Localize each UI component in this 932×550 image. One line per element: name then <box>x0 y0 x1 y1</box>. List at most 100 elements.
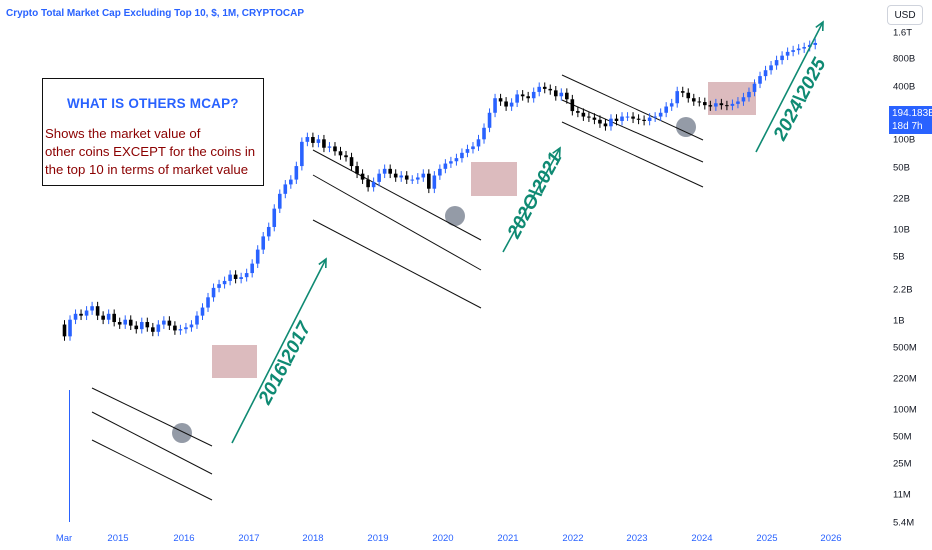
channel-2022-top <box>561 74 704 141</box>
candle-body <box>95 306 100 316</box>
breakout-circles <box>172 117 696 443</box>
candle <box>460 148 464 163</box>
candle <box>117 317 122 329</box>
candle-body <box>515 94 519 103</box>
candle-body <box>189 324 194 328</box>
candle-body <box>443 163 448 169</box>
y-tick-label: 10B <box>893 225 910 236</box>
candle-body <box>747 91 751 98</box>
candle-body <box>736 101 740 104</box>
candle-body <box>565 92 569 100</box>
x-tick-label: 2019 <box>367 533 388 544</box>
candle <box>250 259 254 278</box>
y-tick-label: 22B <box>893 194 910 205</box>
consolidation-box-2016 <box>212 345 257 378</box>
candle-body <box>471 146 475 150</box>
candle-body <box>598 119 602 124</box>
candle-body <box>195 315 199 325</box>
info-line-1: Shows the market value of <box>45 126 201 141</box>
y-tick-label: 800B <box>893 54 915 65</box>
candle <box>84 306 89 321</box>
candle-body <box>162 320 166 325</box>
channel-2015-mid <box>91 411 213 475</box>
candle <box>620 112 624 126</box>
candle-body <box>421 173 426 178</box>
candle <box>719 98 724 110</box>
x-tick-label: Mar <box>56 533 72 544</box>
candle-body <box>703 102 707 106</box>
candles <box>62 38 818 522</box>
candle-body <box>206 297 210 308</box>
price-badge-countdown: 18d 7h <box>892 121 923 132</box>
candle <box>493 93 497 118</box>
candle-body <box>139 322 144 330</box>
trend-channels <box>91 74 704 501</box>
y-tick-label: 50M <box>893 432 912 443</box>
candle-body <box>465 149 470 153</box>
candle-body <box>631 116 635 119</box>
candle-body <box>609 118 613 127</box>
candle <box>399 171 404 182</box>
candle <box>415 173 420 184</box>
candle-body <box>338 151 343 156</box>
candle-body <box>360 173 365 180</box>
candle <box>178 324 183 335</box>
candle <box>487 108 492 133</box>
x-tick-label: 2017 <box>238 533 259 544</box>
info-line-3: the top 10 in terms of market value <box>45 162 249 177</box>
candle-body <box>708 105 713 107</box>
candle <box>410 175 415 184</box>
candle-body <box>427 173 431 189</box>
candle <box>316 134 321 148</box>
trend-arrow-2016 <box>231 257 327 444</box>
candle-body <box>62 324 67 337</box>
candle <box>476 134 481 151</box>
candle-body <box>432 175 437 189</box>
x-tick-label: 2026 <box>820 533 841 544</box>
x-tick-label: 2024 <box>691 533 712 544</box>
arrow-head <box>318 257 327 269</box>
candle <box>73 309 78 325</box>
y-tick-label: 11M <box>893 490 911 501</box>
candle <box>432 171 437 194</box>
candle <box>123 315 128 329</box>
candle-body <box>222 280 227 285</box>
candle <box>438 164 442 180</box>
candle <box>371 177 376 192</box>
candle-body <box>476 139 481 147</box>
x-tick-label: 2018 <box>302 533 323 544</box>
candle <box>311 132 315 148</box>
x-tick-label: 2015 <box>107 533 128 544</box>
candle <box>338 146 343 160</box>
candle <box>664 102 668 118</box>
candle <box>548 84 553 95</box>
y-tick-label: 50B <box>893 163 910 174</box>
candle-body <box>520 94 525 97</box>
candle <box>614 114 619 126</box>
candle-body <box>300 141 304 167</box>
candle-body <box>178 329 183 331</box>
candle <box>647 113 652 126</box>
candle-body <box>167 320 172 326</box>
candle-body <box>697 101 702 103</box>
candle <box>327 142 332 153</box>
candle-body <box>73 313 78 320</box>
candle <box>79 309 83 321</box>
candle-body <box>382 168 387 174</box>
candle-body <box>233 274 238 279</box>
candle <box>669 98 674 111</box>
time-axis: Mar 2015 2016 2017 2018 2019 2020 2021 2022 2023 2… <box>56 533 842 544</box>
candle-body <box>305 137 310 142</box>
currency-button[interactable]: USD <box>887 5 923 25</box>
candle <box>531 87 536 103</box>
candle-body <box>377 173 381 182</box>
candle-body <box>592 117 597 120</box>
candle-body <box>438 168 442 176</box>
candle <box>95 301 100 321</box>
candle <box>565 88 569 104</box>
candle-body <box>741 97 746 102</box>
candle <box>404 171 409 184</box>
candle <box>752 79 757 97</box>
candle-body <box>625 116 630 118</box>
